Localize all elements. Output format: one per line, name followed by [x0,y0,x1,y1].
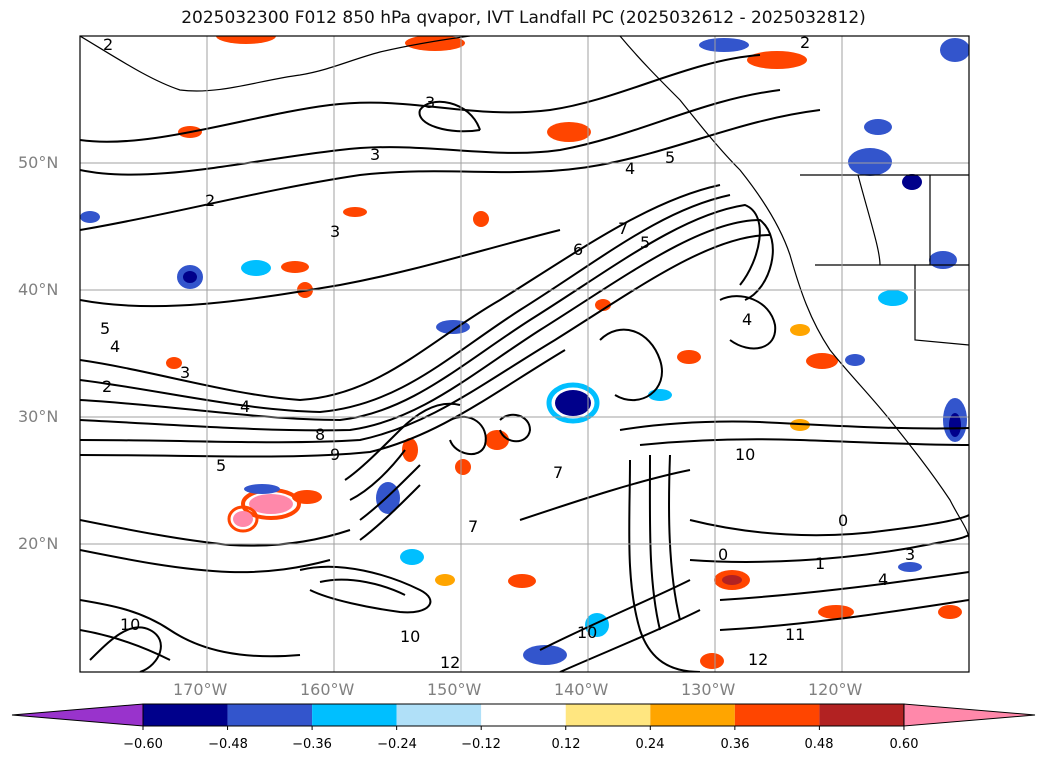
colorbar-outline [142,703,905,727]
colorbar-tick: 0.36 [720,737,750,752]
contour-label: 5 [665,148,675,167]
contour-label: 4 [110,337,120,356]
colorbar-tick: −0.60 [123,737,163,752]
lon-label-160w: 160°W [300,680,355,699]
colorbar [11,703,1036,730]
contour-label: 0 [838,511,848,530]
colorbar-tick: 0.24 [635,737,665,752]
colorbar-segment [650,704,735,726]
lat-label-50n: 50°N [18,153,59,172]
contour-label: 9 [330,445,340,464]
lat-label-30n: 30°N [18,407,59,426]
colorbar-segment [143,704,228,726]
contour-label: 10 [400,627,420,646]
colorbar-segment [312,704,397,726]
colorbar-tick: −0.24 [377,737,417,752]
contour-label: 5 [100,319,110,338]
contour-label: 4 [878,570,888,589]
lon-label-130w: 130°W [681,680,736,699]
contour-label: 0 [718,545,728,564]
map-frame [79,35,970,673]
contour-label: 6 [573,240,583,259]
contour-label: 3 [905,545,915,564]
ivt-contours [80,54,969,672]
colorbar-tick: 0.12 [551,737,581,752]
colorbar-segment [565,704,651,726]
lat-label-40n: 40°N [18,280,59,299]
colorbar-segment [734,704,820,726]
coastlines [80,36,969,541]
graticule [80,36,969,672]
map-title: 2025032300 F012 850 hPa qvapor, IVT Land… [181,8,866,28]
lon-label-140w: 140°W [554,680,609,699]
contour-label: 5 [640,233,650,252]
contour-label: 4 [742,310,752,329]
contour-label: 2 [800,33,810,52]
colorbar-tick: 0.48 [804,737,834,752]
contour-label: 8 [315,425,325,444]
colorbar-tick: −0.12 [461,737,501,752]
colorbar-extend-low [11,703,144,727]
contour-label: 7 [618,219,628,238]
contour-label: 3 [425,93,435,112]
colorbar-extend-high [903,703,1036,727]
colorbar-segment [819,704,904,726]
colorbar-tick: 0.60 [889,737,919,752]
colorbar-segment [396,704,482,726]
lon-label-170w: 170°W [173,680,228,699]
colorbar-segment [481,704,566,726]
contour-label: 2 [103,35,113,54]
contour-label: 7 [468,517,478,536]
contour-label: 12 [440,653,460,672]
contour-label: 12 [1000,685,1020,704]
contour-label: 2 [102,377,112,396]
contour-label: 10 [120,615,140,634]
contour-label: 11 [785,625,805,644]
lon-label-150w: 150°W [427,680,482,699]
contour-label: 3 [370,145,380,164]
contour-label: 12 [748,650,768,669]
lat-label-20n: 20°N [18,534,59,553]
contour-label: 4 [240,397,250,416]
contour-label: 4 [625,159,635,178]
contour-label: 1 [815,554,825,573]
contour-label: 7 [553,463,563,482]
colorbar-tick: −0.36 [292,737,332,752]
colorbar-segment [227,704,313,726]
contour-label: 2 [205,191,215,210]
contour-label: 10 [735,445,755,464]
contour-label: 3 [180,363,190,382]
contour-label: 5 [216,456,226,475]
contour-label: 3 [330,222,340,241]
contour-label: 10 [577,623,597,642]
colorbar-tick: −0.48 [208,737,248,752]
lon-label-120w: 120°W [808,680,863,699]
